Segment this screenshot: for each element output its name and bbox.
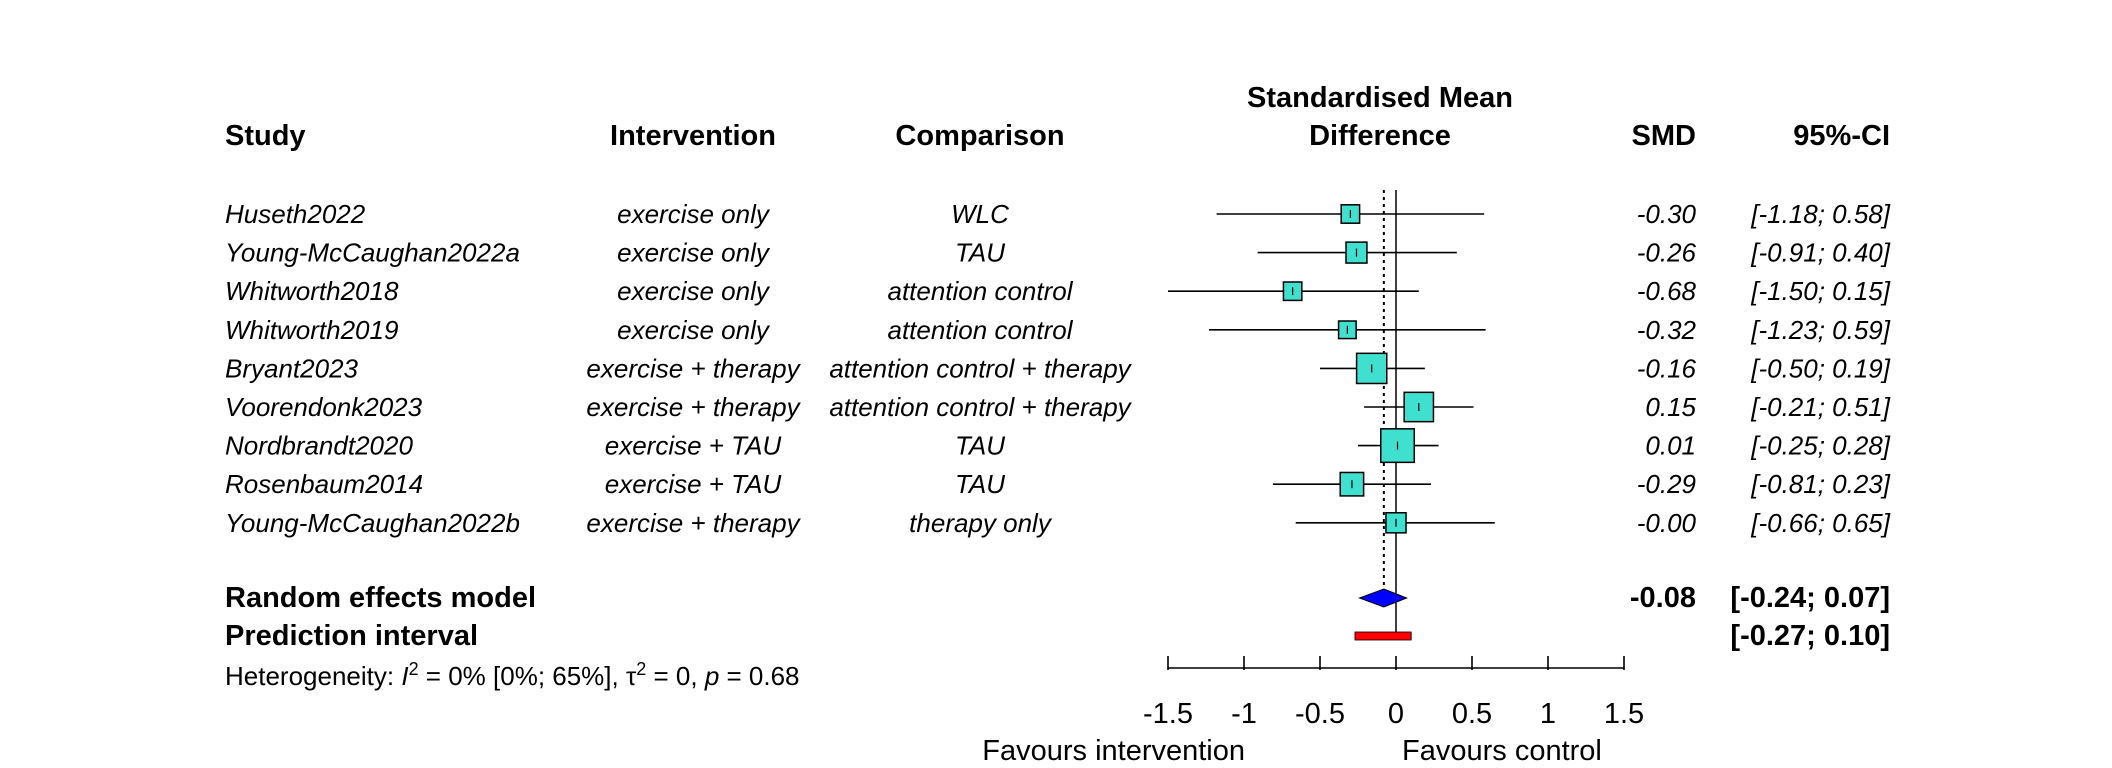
- header-comparison: Comparison: [895, 120, 1064, 152]
- row-smd: -0.32: [1637, 315, 1697, 345]
- row-study: Bryant2023: [225, 353, 359, 383]
- header-effect-line1: Standardised Mean: [1247, 82, 1513, 114]
- row-ci: [-0.50; 0.19]: [1750, 353, 1891, 383]
- row-smd: 0.15: [1645, 392, 1696, 422]
- pooled-diamond: [1358, 588, 1409, 608]
- x-tick-label: 0: [1388, 698, 1404, 730]
- row-smd: -0.68: [1637, 276, 1697, 306]
- row-ci: [-1.18; 0.58]: [1750, 199, 1891, 229]
- x-label-left: Favours intervention: [982, 735, 1245, 767]
- header-intervention: Intervention: [610, 120, 776, 152]
- x-label-right: Favours control: [1402, 735, 1602, 767]
- row-intervention: exercise + therapy: [586, 508, 801, 538]
- row-smd: -0.29: [1637, 469, 1696, 499]
- row-ci: [-1.23; 0.59]: [1750, 315, 1891, 345]
- row-study: Young-McCaughan2022a: [225, 238, 520, 268]
- row-study: Huseth2022: [225, 199, 366, 229]
- row-study: Nordbrandt2020: [225, 431, 413, 461]
- row-ci: [-0.21; 0.51]: [1750, 392, 1891, 422]
- pooled-ci: [-0.24; 0.07]: [1730, 582, 1890, 614]
- row-study: Young-McCaughan2022b: [225, 508, 520, 538]
- row-study: Rosenbaum2014: [225, 469, 423, 499]
- row-ci: [-1.50; 0.15]: [1750, 276, 1891, 306]
- prediction-label: Prediction interval: [225, 620, 478, 652]
- row-comparison: TAU: [955, 469, 1005, 499]
- row-intervention: exercise only: [617, 315, 771, 345]
- row-comparison: attention control: [887, 276, 1073, 306]
- header-effect-line2: Difference: [1309, 120, 1451, 152]
- x-tick-label: 1: [1540, 698, 1556, 730]
- row-comparison: therapy only: [909, 508, 1053, 538]
- row-intervention: exercise only: [617, 199, 771, 229]
- header-study: Study: [225, 120, 306, 152]
- x-tick-label: 1.5: [1604, 698, 1644, 730]
- pooled-smd: -0.08: [1630, 582, 1696, 614]
- row-smd: -0.26: [1637, 238, 1697, 268]
- row-smd: 0.01: [1645, 431, 1696, 461]
- row-intervention: exercise only: [617, 238, 771, 268]
- row-ci: [-0.91; 0.40]: [1750, 238, 1891, 268]
- x-tick-label: -1: [1231, 698, 1257, 730]
- row-smd: -0.30: [1637, 199, 1697, 229]
- row-study: Voorendonk2023: [225, 392, 423, 422]
- plot-marks: [1168, 190, 1495, 641]
- row-smd: -0.16: [1637, 353, 1697, 383]
- row-comparison: WLC: [951, 199, 1009, 229]
- row-ci: [-0.81; 0.23]: [1750, 469, 1891, 499]
- row-comparison: attention control + therapy: [829, 392, 1132, 422]
- x-tick-label: -0.5: [1295, 698, 1345, 730]
- row-ci: [-0.66; 0.65]: [1750, 508, 1891, 538]
- x-axis: -1.5 -1 -0.5 0 0.5 1 1.5: [1143, 656, 1644, 730]
- row-comparison: attention control + therapy: [829, 353, 1132, 383]
- pooled-label: Random effects model: [225, 582, 536, 614]
- row-comparison: TAU: [955, 431, 1005, 461]
- header-smd: SMD: [1632, 120, 1696, 152]
- study-rows: Huseth2022 exercise only WLC -0.30 [-1.18; 0…: [225, 199, 1891, 538]
- row-intervention: exercise + TAU: [605, 469, 782, 499]
- row-intervention: exercise + therapy: [586, 353, 801, 383]
- x-tick-label: -1.5: [1143, 698, 1193, 730]
- row-comparison: attention control: [887, 315, 1073, 345]
- study-square: [1403, 391, 1435, 423]
- x-tick-label: 0.5: [1452, 698, 1492, 730]
- row-intervention: exercise only: [617, 276, 771, 306]
- prediction-ci: [-0.27; 0.10]: [1730, 620, 1890, 652]
- header-ci: 95%-CI: [1793, 120, 1890, 152]
- row-comparison: TAU: [955, 238, 1005, 268]
- row-intervention: exercise + TAU: [605, 431, 782, 461]
- row-ci: [-0.25; 0.28]: [1750, 431, 1891, 461]
- row-smd: -0.00: [1637, 508, 1697, 538]
- heterogeneity-text: Heterogeneity: I2 = 0% [0%; 65%], τ2 = 0…: [225, 659, 800, 691]
- row-study: Whitworth2018: [225, 276, 399, 306]
- prediction-bar: [1354, 631, 1412, 641]
- row-intervention: exercise + therapy: [586, 392, 801, 422]
- row-study: Whitworth2019: [225, 315, 398, 345]
